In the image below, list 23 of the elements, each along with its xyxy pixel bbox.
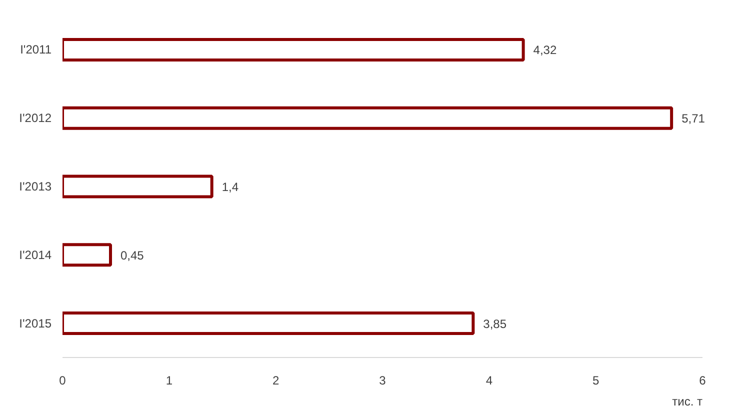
x-tick-label: 0	[59, 374, 66, 388]
data-label: 5,71	[682, 112, 706, 126]
data-label: 0,45	[120, 248, 144, 262]
data-label: 4,32	[533, 43, 557, 58]
x-tick-label: 2	[272, 374, 280, 388]
x-tick-label: 3	[379, 374, 386, 388]
x-tick-label: 6	[699, 374, 706, 388]
y-tick-label: I'2015	[19, 316, 52, 330]
x-tick-label: 4	[486, 374, 493, 388]
bar	[62, 243, 112, 267]
x-tick-label: 1	[166, 374, 173, 388]
data-label: 1,4	[222, 180, 239, 194]
y-tick-label: I'2014	[19, 248, 52, 262]
bar	[62, 174, 214, 198]
y-tick-label: I'2012	[19, 111, 52, 126]
x-tick-label: 5	[592, 374, 600, 388]
data-label: 3,85	[483, 316, 507, 331]
y-tick-label: I'2011	[20, 42, 52, 57]
bar	[62, 38, 525, 62]
bar	[62, 106, 674, 130]
bar	[62, 312, 475, 336]
y-tick-label: I'2013	[19, 180, 52, 194]
x-axis-title: тис. т	[672, 394, 704, 408]
